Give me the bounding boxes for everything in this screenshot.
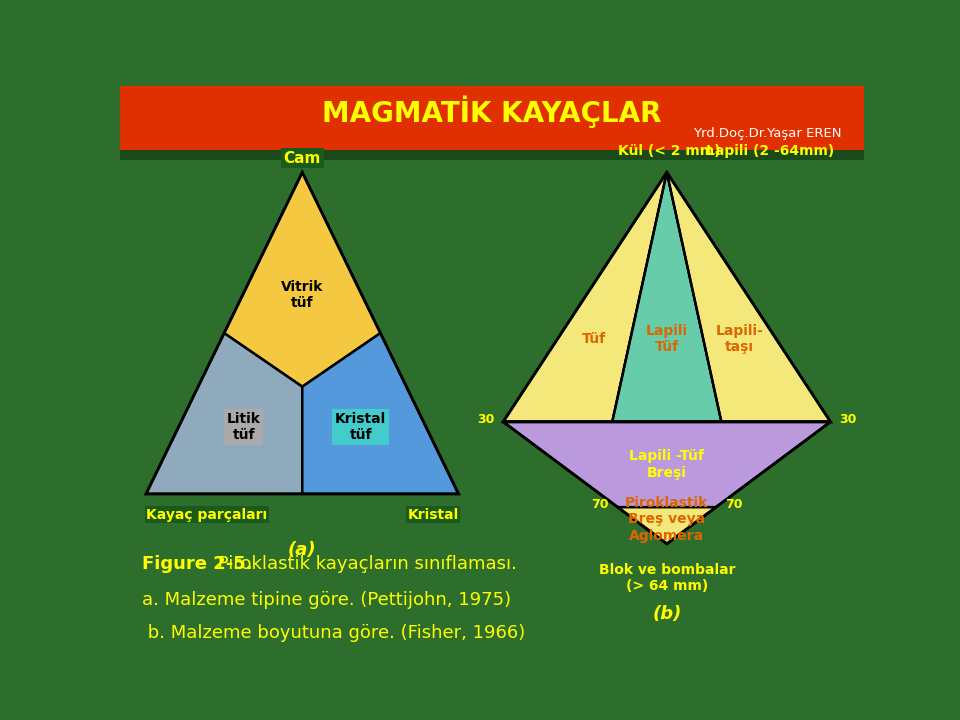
Text: Kül (< 2 mm): Kül (< 2 mm) bbox=[618, 145, 721, 158]
Text: 30: 30 bbox=[839, 413, 857, 426]
Text: Kayaç parçaları: Kayaç parçaları bbox=[146, 508, 267, 522]
Polygon shape bbox=[503, 172, 667, 422]
Text: Kristal
tüf: Kristal tüf bbox=[335, 412, 387, 442]
Text: 70: 70 bbox=[591, 498, 609, 511]
Text: b. Malzeme boyutuna göre. (Fisher, 1966): b. Malzeme boyutuna göre. (Fisher, 1966) bbox=[142, 624, 525, 642]
Text: MAGMATİK KAYAÇLAR: MAGMATİK KAYAÇLAR bbox=[323, 95, 661, 127]
Polygon shape bbox=[617, 507, 716, 544]
Text: Litik
tüf: Litik tüf bbox=[227, 412, 260, 442]
Text: Cam: Cam bbox=[283, 150, 321, 166]
Polygon shape bbox=[146, 333, 302, 494]
FancyBboxPatch shape bbox=[120, 86, 864, 150]
Polygon shape bbox=[225, 172, 380, 387]
Text: Piroklastik
Breş veya
Aglomera: Piroklastik Breş veya Aglomera bbox=[625, 496, 708, 543]
Polygon shape bbox=[302, 333, 459, 494]
Text: Lapili-
taşı: Lapili- taşı bbox=[715, 323, 763, 354]
Text: (a): (a) bbox=[288, 541, 317, 559]
Text: Yrd.Doç.Dr.Yaşar EREN: Yrd.Doç.Dr.Yaşar EREN bbox=[693, 127, 842, 140]
Polygon shape bbox=[612, 172, 721, 422]
Text: Lapili
Tüf: Lapili Tüf bbox=[646, 323, 688, 354]
Polygon shape bbox=[503, 422, 830, 544]
Text: (b): (b) bbox=[652, 605, 682, 623]
Text: Figure 2-5.: Figure 2-5. bbox=[142, 555, 252, 573]
Text: Lapili (2 -64mm): Lapili (2 -64mm) bbox=[706, 145, 834, 158]
Polygon shape bbox=[667, 172, 830, 422]
Text: Kristal: Kristal bbox=[407, 508, 459, 522]
Text: Piroklastik kayaçların sınıflaması.: Piroklastik kayaçların sınıflaması. bbox=[211, 555, 516, 573]
Text: Tüf: Tüf bbox=[582, 332, 606, 346]
Text: 70: 70 bbox=[725, 498, 742, 511]
Text: Vitrik
tüf: Vitrik tüf bbox=[281, 280, 324, 310]
Text: Blok ve bombalar
(> 64 mm): Blok ve bombalar (> 64 mm) bbox=[599, 563, 735, 593]
Text: 30: 30 bbox=[477, 413, 494, 426]
Text: a. Malzeme tipine göre. (Pettijohn, 1975): a. Malzeme tipine göre. (Pettijohn, 1975… bbox=[142, 591, 512, 609]
FancyBboxPatch shape bbox=[120, 150, 864, 160]
Text: Lapili -Tüf
Breşi: Lapili -Tüf Breşi bbox=[630, 449, 705, 480]
